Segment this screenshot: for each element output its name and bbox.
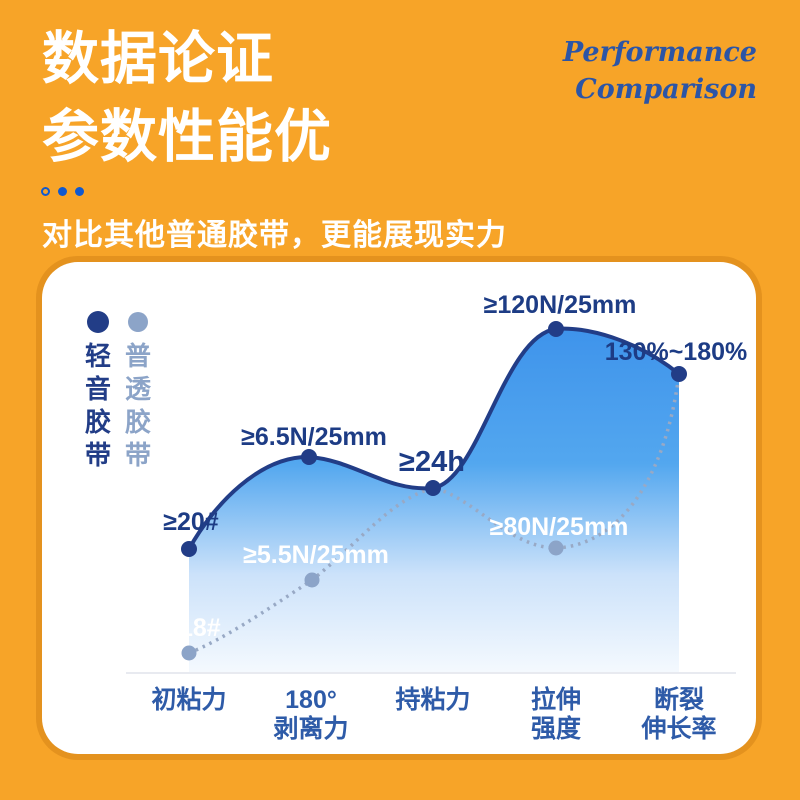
value-label-primary-初粘力: ≥20# xyxy=(163,508,219,536)
legend-dot-secondary xyxy=(128,312,148,332)
value-label-primary-持粘力: ≥24h xyxy=(399,446,465,478)
data-point-primary xyxy=(181,541,197,557)
dot-filled-icon xyxy=(75,187,84,196)
tagline: Performance Comparison xyxy=(563,34,757,108)
data-point-primary xyxy=(301,449,317,465)
data-point-primary xyxy=(425,480,441,496)
primary-series-area xyxy=(189,328,679,672)
tagline-line2: Comparison xyxy=(575,74,757,105)
axis-label-断裂伸长率: 断裂 伸长率 xyxy=(641,686,717,743)
legend-dot-primary xyxy=(87,311,109,333)
value-label-secondary-剥离力: ≥5.5N/25mm xyxy=(243,541,389,569)
decorative-dots xyxy=(41,187,84,196)
tagline-line1: Performance xyxy=(562,37,757,68)
data-point-primary xyxy=(671,366,687,382)
line-chart xyxy=(126,321,736,674)
axis-label-初粘力: 初粘力 xyxy=(151,686,227,714)
page-title-line2: 参数性能优 xyxy=(42,105,332,169)
data-point-secondary xyxy=(181,645,197,661)
value-label-primary-拉伸强度: ≥120N/25mm xyxy=(483,291,637,319)
data-point-secondary xyxy=(304,572,320,588)
axis-label-持粘力: 持粘力 xyxy=(395,686,471,714)
subtitle: 对比其他普通胶带，更能展现实力 xyxy=(42,219,507,252)
data-point-secondary xyxy=(548,540,564,556)
value-label-primary-剥离力: ≥6.5N/25mm xyxy=(241,423,387,451)
page-title-line1: 数据论证 xyxy=(42,27,274,91)
dot-filled-icon xyxy=(58,187,67,196)
chart-card: 轻音胶带 普透胶带 ≥20# ≥6.5N/25m xyxy=(42,262,756,754)
dot-hollow-icon xyxy=(41,187,50,196)
axis-label-剥离力: 180° 剥离力 xyxy=(273,686,349,743)
value-label-primary-断裂伸长率: 130%~180% xyxy=(604,338,748,366)
secondary-series-line xyxy=(188,373,681,655)
data-point-primary xyxy=(548,321,564,337)
value-label-secondary-拉伸强度: ≥80N/25mm xyxy=(489,513,629,541)
legend-label-secondary: 普透胶带 xyxy=(124,341,151,470)
value-label-secondary-初粘力: ≥18# xyxy=(165,614,221,642)
legend-label-primary: 轻音胶带 xyxy=(84,341,111,470)
axis-label-拉伸强度: 拉伸 强度 xyxy=(530,686,581,743)
page-title: 数据论证 参数性能优 xyxy=(42,20,332,176)
